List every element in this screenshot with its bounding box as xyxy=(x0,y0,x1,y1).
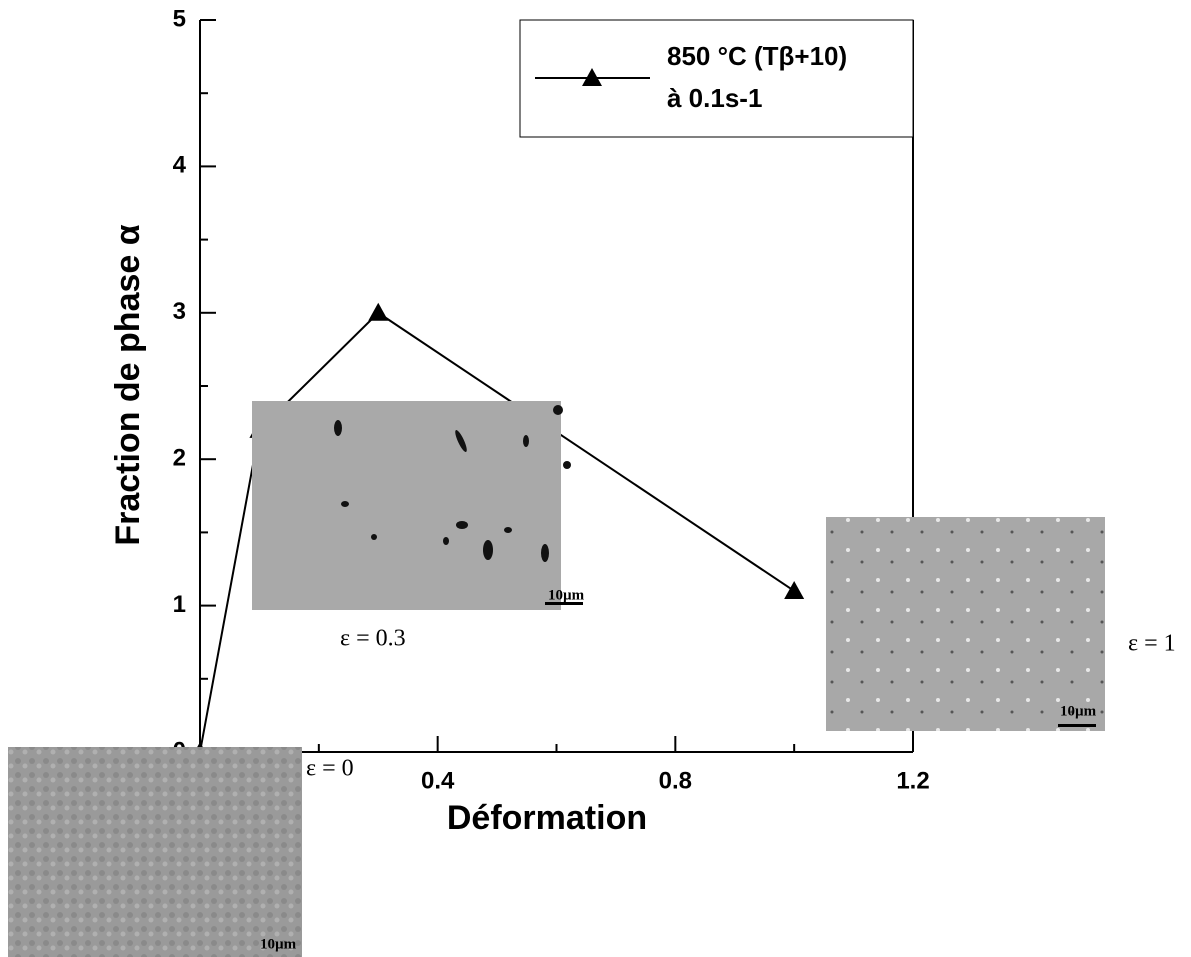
scale-label: 10µm xyxy=(1060,703,1097,719)
inset-image xyxy=(8,747,302,957)
inset-label: ε = 1 xyxy=(1128,631,1176,657)
scale-label: 10µm xyxy=(548,587,585,603)
x-tick-label: 1.2 xyxy=(896,767,929,794)
scale-bar xyxy=(1058,724,1096,727)
scale-label: 10µm xyxy=(260,936,297,952)
y-tick-label: 3 xyxy=(173,298,186,325)
legend-label: 850 °C (Tβ+10) xyxy=(667,41,847,71)
inset-particles xyxy=(334,405,571,562)
legend-box xyxy=(519,19,914,138)
y-tick-label: 2 xyxy=(173,445,186,472)
y-tick-label: 1 xyxy=(173,591,186,618)
x-tick-label: 0.8 xyxy=(659,767,692,794)
series-line xyxy=(199,311,795,753)
legend-note: à 0.1s-1 xyxy=(667,83,762,113)
inset-image xyxy=(252,401,561,610)
insets: ε = 0.3 10µm ε = 1 10µm ε = 0 10µm xyxy=(8,401,1176,957)
x-tick-label: 0.4 xyxy=(421,767,455,794)
inset-label: ε = 0 xyxy=(306,756,354,782)
marker xyxy=(784,580,805,599)
y-tick-label: 4 xyxy=(173,152,187,179)
y-axis-label: Fraction de phase α xyxy=(109,224,147,545)
inset-label: ε = 0.3 xyxy=(340,626,406,652)
scale-bar xyxy=(545,602,583,605)
marker xyxy=(368,302,389,321)
inset-image xyxy=(826,517,1105,731)
y-tick-label: 5 xyxy=(173,5,186,32)
legend-marker xyxy=(582,68,602,86)
x-axis-label: Déformation xyxy=(447,799,647,837)
